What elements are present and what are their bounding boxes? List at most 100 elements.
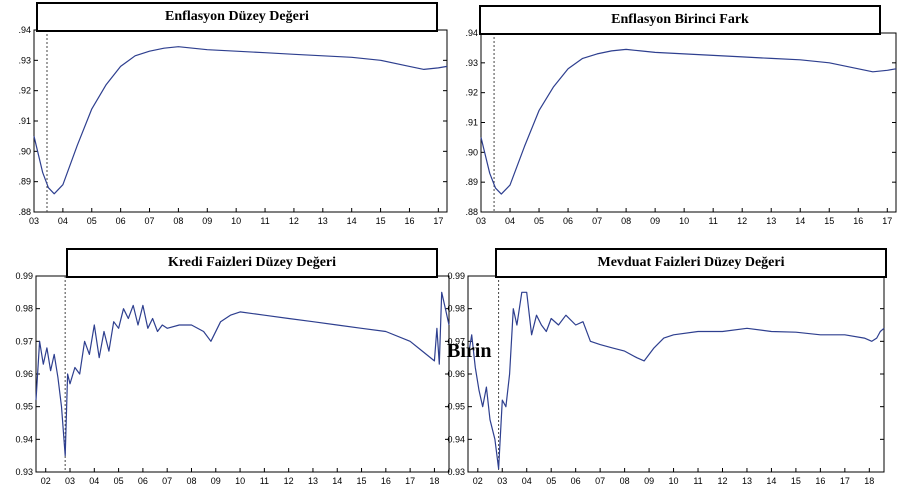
x-tick-label: 17 bbox=[882, 216, 892, 226]
x-tick-label: 13 bbox=[308, 476, 318, 486]
x-tick-label: 06 bbox=[116, 216, 126, 226]
x-tick-label: 18 bbox=[429, 476, 439, 486]
y-tick-label: 0.96 bbox=[15, 369, 33, 379]
y-tick-label: .93 bbox=[18, 55, 31, 65]
y-tick-label: 0.97 bbox=[447, 336, 465, 346]
x-tick-label: 05 bbox=[87, 216, 97, 226]
chart-enflasyon-duzey: .88 .89 .90 .91 .92 .93 .94 03 04 05 06 07 08 09 10 11 1… bbox=[0, 0, 450, 240]
y-tick-label: 0.95 bbox=[15, 402, 33, 412]
x-tick-label: 04 bbox=[58, 216, 68, 226]
chart-svg-1: .88 .89 .90 .91 .92 .93 .94 03 04 05 06 07 08 09 10 11 1… bbox=[465, 28, 897, 226]
plot-frame bbox=[480, 32, 897, 213]
chart-mevduat-faizleri: 0.93 0.94 0.95 0.96 0.97 0.98 0.99 02 03 04 05 06 07… bbox=[447, 245, 901, 496]
x-tick-label: 07 bbox=[162, 476, 172, 486]
chart-title: Enflasyon Düzey Değeri bbox=[36, 2, 438, 32]
y-tick-label: .88 bbox=[465, 207, 478, 217]
x-tick-label: 09 bbox=[650, 216, 660, 226]
x-tick-label: 09 bbox=[202, 216, 212, 226]
x-tick-label: 08 bbox=[186, 476, 196, 486]
y-tick-label: 0.93 bbox=[15, 467, 33, 477]
x-tick-label: 16 bbox=[853, 216, 863, 226]
x-tick-label: 04 bbox=[522, 476, 532, 486]
y-tick-label: 0.93 bbox=[447, 467, 465, 477]
y-tick-label: .89 bbox=[18, 177, 31, 187]
y-tick-label: .88 bbox=[18, 207, 31, 217]
x-tick-label: 15 bbox=[824, 216, 834, 226]
chart-title: Mevduat Faizleri Düzey Değeri bbox=[495, 248, 887, 278]
x-tick-label: 13 bbox=[766, 216, 776, 226]
stray-text: Birin bbox=[447, 340, 492, 362]
x-tick-label: 08 bbox=[173, 216, 183, 226]
x-tick-label: 15 bbox=[376, 216, 386, 226]
x-tick-label: 11 bbox=[708, 216, 717, 226]
y-tick-label: 0.99 bbox=[15, 271, 33, 281]
x-tick-label: 02 bbox=[41, 476, 51, 486]
chart-title: Enflasyon Birinci Fark bbox=[479, 5, 881, 35]
x-tick-label: 14 bbox=[795, 216, 805, 226]
chart-svg-2: 0.93 0.94 0.95 0.96 0.97 0.98 0.99 02 03 04 05 06 07… bbox=[15, 271, 450, 486]
x-tick-label: 04 bbox=[89, 476, 99, 486]
x-tick-label: 03 bbox=[497, 476, 507, 486]
x-tick-label: 03 bbox=[29, 216, 39, 226]
x-tick-label: 12 bbox=[717, 476, 727, 486]
x-tick-label: 15 bbox=[357, 476, 367, 486]
x-tick-label: 10 bbox=[231, 216, 241, 226]
x-tick-label: 06 bbox=[563, 216, 573, 226]
x-tick-label: 13 bbox=[742, 476, 752, 486]
chart-svg-0: .88 .89 .90 .91 .92 .93 .94 03 04 05 06 07 08 09 10 11 1… bbox=[18, 25, 448, 226]
y-tick-label: .92 bbox=[465, 88, 478, 98]
chart-svg-3: 0.93 0.94 0.95 0.96 0.97 0.98 0.99 02 03 04 05 06 07… bbox=[447, 271, 885, 486]
series-line bbox=[33, 46, 448, 195]
x-tick-label: 11 bbox=[693, 476, 702, 486]
series-line bbox=[480, 48, 897, 195]
x-tick-label: 15 bbox=[791, 476, 801, 486]
x-tick-label: 08 bbox=[620, 476, 630, 486]
x-tick-label: 14 bbox=[332, 476, 342, 486]
y-tick-label: 0.99 bbox=[447, 271, 465, 281]
x-tick-label: 10 bbox=[235, 476, 245, 486]
y-tick-label: .90 bbox=[18, 146, 31, 156]
x-tick-label: 04 bbox=[505, 216, 515, 226]
x-tick-label: 03 bbox=[65, 476, 75, 486]
x-tick-label: 12 bbox=[289, 216, 299, 226]
x-tick-label: 02 bbox=[473, 476, 483, 486]
y-tick-label: .89 bbox=[465, 177, 478, 187]
y-tick-label: 0.96 bbox=[447, 369, 465, 379]
y-tick-label: .93 bbox=[465, 58, 478, 68]
x-tick-label: 11 bbox=[260, 476, 269, 486]
x-tick-label: 16 bbox=[815, 476, 825, 486]
y-tick-label: .94 bbox=[465, 28, 478, 38]
x-tick-label: 14 bbox=[347, 216, 357, 226]
x-tick-label: 10 bbox=[669, 476, 679, 486]
x-tick-label: 12 bbox=[284, 476, 294, 486]
y-tick-label: .94 bbox=[18, 25, 31, 35]
x-tick-label: 16 bbox=[404, 216, 414, 226]
x-tick-label: 17 bbox=[405, 476, 415, 486]
x-tick-label: 07 bbox=[595, 476, 605, 486]
y-tick-label: 0.98 bbox=[15, 304, 33, 314]
series-line bbox=[35, 291, 450, 457]
x-tick-label: 18 bbox=[864, 476, 874, 486]
x-tick-label: 11 bbox=[260, 216, 269, 226]
chart-title: Kredi Faizleri Düzey Değeri bbox=[66, 248, 438, 278]
plot-frame bbox=[33, 29, 448, 213]
x-tick-label: 16 bbox=[381, 476, 391, 486]
chart-kredi-faizleri: 0.93 0.94 0.95 0.96 0.97 0.98 0.99 02 03 04 05 06 07… bbox=[0, 245, 450, 496]
x-tick-label: 10 bbox=[679, 216, 689, 226]
y-tick-label: .90 bbox=[465, 147, 478, 157]
x-tick-label: 03 bbox=[476, 216, 486, 226]
x-tick-label: 13 bbox=[318, 216, 328, 226]
x-tick-label: 06 bbox=[571, 476, 581, 486]
plot-frame bbox=[35, 275, 450, 473]
chart-enflasyon-birinci-fark: .88 .89 .90 .91 .92 .93 .94 03 04 05 06 07 08 09 10 11 1… bbox=[451, 0, 901, 240]
y-tick-label: 0.94 bbox=[15, 434, 33, 444]
x-tick-label: 14 bbox=[766, 476, 776, 486]
y-tick-label: 0.98 bbox=[447, 304, 465, 314]
x-tick-label: 05 bbox=[546, 476, 556, 486]
y-tick-label: .91 bbox=[18, 116, 31, 126]
x-tick-label: 05 bbox=[534, 216, 544, 226]
x-tick-label: 17 bbox=[433, 216, 443, 226]
x-tick-label: 09 bbox=[211, 476, 221, 486]
x-tick-label: 05 bbox=[114, 476, 124, 486]
y-tick-label: .91 bbox=[465, 118, 478, 128]
